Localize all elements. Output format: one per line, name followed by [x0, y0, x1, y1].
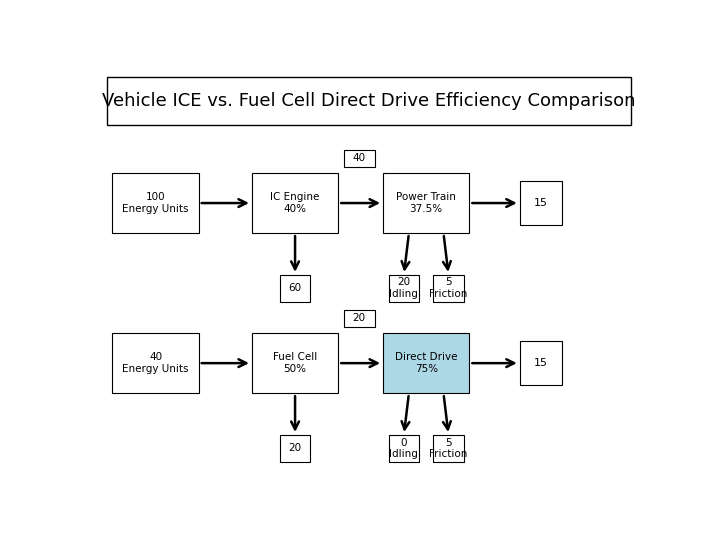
Text: 100
Energy Units: 100 Energy Units: [122, 192, 189, 214]
Text: 5
Friction: 5 Friction: [429, 278, 468, 299]
FancyBboxPatch shape: [112, 333, 199, 393]
FancyBboxPatch shape: [520, 181, 562, 225]
Text: 40: 40: [353, 153, 366, 164]
Text: 15: 15: [534, 198, 548, 208]
Text: 5
Friction: 5 Friction: [429, 437, 468, 459]
FancyBboxPatch shape: [112, 173, 199, 233]
FancyBboxPatch shape: [280, 275, 310, 302]
FancyBboxPatch shape: [344, 150, 374, 167]
FancyBboxPatch shape: [433, 435, 464, 462]
FancyBboxPatch shape: [389, 275, 419, 302]
FancyBboxPatch shape: [252, 173, 338, 233]
FancyBboxPatch shape: [520, 341, 562, 385]
Text: 20
Idling: 20 Idling: [390, 278, 418, 299]
FancyBboxPatch shape: [383, 333, 469, 393]
Text: 0
Idling: 0 Idling: [390, 437, 418, 459]
Text: IC Engine
40%: IC Engine 40%: [271, 192, 320, 214]
Text: 60: 60: [289, 284, 302, 293]
Text: Vehicle ICE vs. Fuel Cell Direct Drive Efficiency Comparison: Vehicle ICE vs. Fuel Cell Direct Drive E…: [102, 92, 636, 110]
Text: 20: 20: [353, 313, 366, 323]
FancyBboxPatch shape: [433, 275, 464, 302]
Text: Direct Drive
75%: Direct Drive 75%: [395, 352, 457, 374]
FancyBboxPatch shape: [252, 333, 338, 393]
Text: Fuel Cell
50%: Fuel Cell 50%: [273, 352, 318, 374]
Text: 40
Energy Units: 40 Energy Units: [122, 352, 189, 374]
FancyBboxPatch shape: [280, 435, 310, 462]
FancyBboxPatch shape: [107, 77, 631, 125]
Text: 15: 15: [534, 358, 548, 368]
Text: Power Train
37.5%: Power Train 37.5%: [396, 192, 456, 214]
FancyBboxPatch shape: [344, 310, 374, 327]
FancyBboxPatch shape: [383, 173, 469, 233]
Text: 20: 20: [289, 443, 302, 454]
FancyBboxPatch shape: [389, 435, 419, 462]
